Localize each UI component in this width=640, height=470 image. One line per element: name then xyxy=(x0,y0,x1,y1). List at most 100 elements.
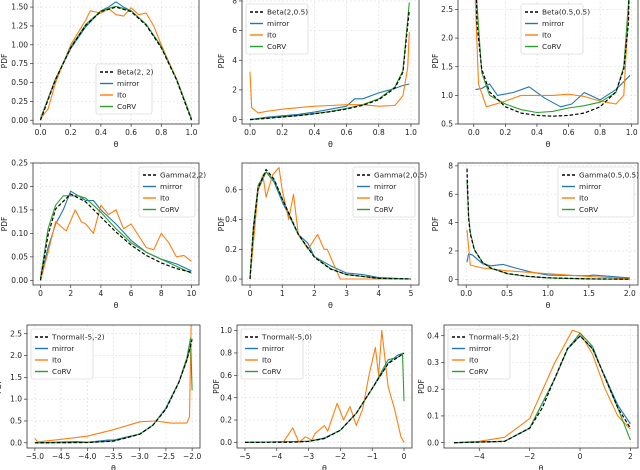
x-tick-label: 0.4 xyxy=(308,128,320,137)
axes-frame xyxy=(32,0,200,125)
x-axis-label: θ xyxy=(328,301,333,310)
legend: Tnormal(-5,0) mirror Ito CoRV xyxy=(240,328,312,380)
x-axis-label: θ xyxy=(322,464,327,470)
series-line-tnormal-5-2- xyxy=(34,339,193,444)
y-tick-label: 0.5 xyxy=(441,120,453,129)
legend: Beta(0.5,0.5) mirror Ito CoRV xyxy=(520,3,590,55)
y-tick-label: 0.0 xyxy=(225,275,237,284)
y-tick-label: 0.25 xyxy=(11,97,28,106)
series-line-tnormal-5-2- xyxy=(454,335,631,444)
legend-label: mirror xyxy=(160,182,182,191)
x-tick-label: 0.4 xyxy=(95,128,107,137)
legend: Tnormal(-5,2) mirror Ito CoRV xyxy=(447,328,519,380)
y-tick-label: 2 xyxy=(232,86,237,95)
series-line-ito xyxy=(466,229,630,280)
series-line-beta-0-5-0-5- xyxy=(475,0,630,117)
legend-box xyxy=(30,328,94,380)
legend-label: CoRV xyxy=(469,367,488,376)
subplot-8: −5 −4 −3 −2 −1 0 0.0 0.2 0.4 0.6 0.8 1.0 θ PDF Tnormal… xyxy=(212,324,413,470)
x-tick-label: 0.6 xyxy=(563,128,575,137)
y-tick-label: 2.0 xyxy=(441,34,453,43)
legend-label: CoRV xyxy=(267,42,286,51)
y-tick-label: 0.5 xyxy=(10,417,22,426)
x-tick-label: 5 xyxy=(409,289,414,298)
legend-label: Ito xyxy=(262,356,272,365)
x-tick-label: 8 xyxy=(159,289,164,298)
legend-label: mirror xyxy=(267,19,289,28)
x-tick-label: −2 xyxy=(335,452,346,461)
legend-label: Beta(2, 2) xyxy=(117,68,154,77)
legend-label: Ito xyxy=(542,31,552,40)
x-tick-label: 0.2 xyxy=(65,128,77,137)
legend-label: Tnormal(-5,-2) xyxy=(51,333,105,342)
legend-label: CoRV xyxy=(52,367,71,376)
axes-frame xyxy=(241,0,420,125)
series-line-ito xyxy=(39,204,192,281)
series-line-gamma-0-5-0-5- xyxy=(466,168,630,280)
series-line-gamma-2-2- xyxy=(39,193,192,281)
legend-label: mirror xyxy=(579,182,601,191)
x-tick-label: 0.0 xyxy=(244,128,256,137)
x-tick-label: 0.0 xyxy=(35,128,47,137)
series-line-mirror xyxy=(249,83,410,121)
y-tick-label: 0.4 xyxy=(225,215,237,224)
series-line-corv xyxy=(454,332,631,444)
legend-label: mirror xyxy=(374,182,396,191)
y-tick-label: 4 xyxy=(448,218,453,227)
legend-box xyxy=(245,3,309,55)
y-tick-label: 2.5 xyxy=(10,329,22,338)
y-tick-label: 0.50 xyxy=(11,78,28,87)
y-tick-label: 0 xyxy=(448,275,453,284)
axes-frame xyxy=(457,0,639,125)
y-tick-label: 1.0 xyxy=(441,91,453,100)
legend-box xyxy=(557,166,635,218)
legend: Gamma(0.5,0.5) mirror Ito CoRV xyxy=(557,166,639,218)
x-tick-label: 0.8 xyxy=(594,128,606,137)
y-tick-label: 1.0 xyxy=(10,395,22,404)
legend-label: Gamma(2,2) xyxy=(160,171,206,180)
legend-label: mirror xyxy=(262,344,284,353)
x-tick-label: 0 xyxy=(38,289,43,298)
x-tick-label: 0.8 xyxy=(155,128,167,137)
subplot-7: −5.0 −4.5 −4.0 −3.5 −3.0 −2.5 −2.0 0.0 0.5 1.0 1.5… xyxy=(0,324,201,470)
x-tick-label: 0 xyxy=(578,452,583,461)
y-tick-label: 0 xyxy=(232,115,237,124)
series-line-ito xyxy=(474,0,630,108)
legend-label: CoRV xyxy=(160,205,179,214)
x-axis-label: θ xyxy=(328,140,333,149)
x-tick-label: 1.0 xyxy=(405,128,417,137)
y-tick-label: 6 xyxy=(448,190,453,199)
series-line-ito xyxy=(249,32,410,114)
x-tick-label: 2 xyxy=(68,289,73,298)
y-tick-label: 0.6 xyxy=(225,185,237,194)
subplot-1: 0.0 0.2 0.4 0.6 0.8 1.0 0.00 0.25 0.50 0.75 1.00 1.… xyxy=(0,0,200,149)
legend-box xyxy=(352,166,416,218)
y-tick-label: 1.25 xyxy=(11,22,28,31)
y-tick-label: 0.2 xyxy=(225,245,237,254)
subplot-5: 0 1 2 3 4 5 0.0 0.2 0.4 0.6 θ PDF Gamma(2,0.5) mirror… xyxy=(217,162,427,310)
y-tick-label: 0.20 xyxy=(11,182,28,191)
y-tick-label: 0.4 xyxy=(427,331,439,340)
x-tick-label: 1.5 xyxy=(583,289,595,298)
x-tick-label: 0.0 xyxy=(460,289,472,298)
axes-frame xyxy=(443,324,639,449)
x-tick-label: 1 xyxy=(280,289,285,298)
x-tick-label: 2.0 xyxy=(624,289,636,298)
axes-frame xyxy=(241,162,420,286)
series-line-ito xyxy=(249,166,411,280)
legend-box xyxy=(240,328,304,380)
legend-label: mirror xyxy=(542,19,564,28)
legend: Tnormal(-5,-2) mirror Ito CoRV xyxy=(30,328,105,380)
x-tick-label: 2 xyxy=(628,452,633,461)
y-tick-label: 0.2 xyxy=(427,385,439,394)
y-tick-label: 8 xyxy=(448,161,453,170)
legend-label: Ito xyxy=(160,194,170,203)
y-axis-label: PDF xyxy=(431,217,440,232)
y-tick-label: 4 xyxy=(232,56,237,65)
legend-label: Ito xyxy=(469,356,479,365)
x-tick-label: 6 xyxy=(129,289,134,298)
axes-frame xyxy=(236,324,413,449)
x-tick-label: 0.5 xyxy=(501,289,513,298)
y-tick-label: 0.10 xyxy=(11,229,28,238)
